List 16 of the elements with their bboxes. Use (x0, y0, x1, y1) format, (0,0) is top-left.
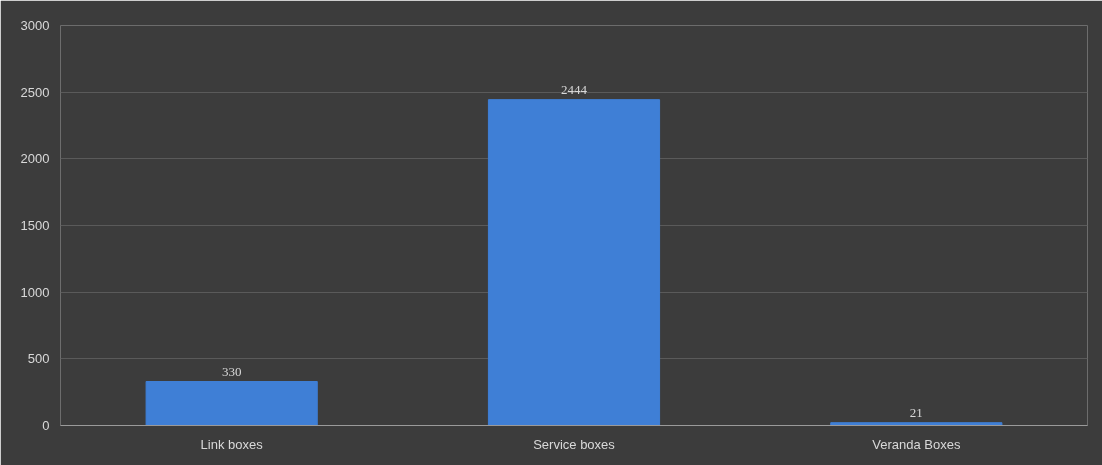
y-tick-label: 2500 (20, 84, 50, 100)
data-label: 2444 (561, 81, 588, 97)
data-label: 21 (909, 404, 923, 420)
bar (830, 422, 1003, 426)
y-tick-label: 2000 (20, 151, 50, 167)
y-tick-label: 1500 (20, 218, 50, 233)
data-label: 330 (221, 363, 242, 379)
x-tick-label: Service boxes (533, 436, 616, 452)
y-tick-label: 500 (27, 351, 50, 367)
y-tick-label: 3000 (20, 18, 50, 33)
bar (145, 381, 318, 426)
bar (487, 99, 661, 426)
y-tick-label: 1000 (20, 284, 50, 300)
x-tick-label: Veranda Boxes (872, 436, 961, 452)
x-tick-label: Link boxes (200, 436, 264, 452)
y-tick-label: 0 (42, 418, 50, 433)
